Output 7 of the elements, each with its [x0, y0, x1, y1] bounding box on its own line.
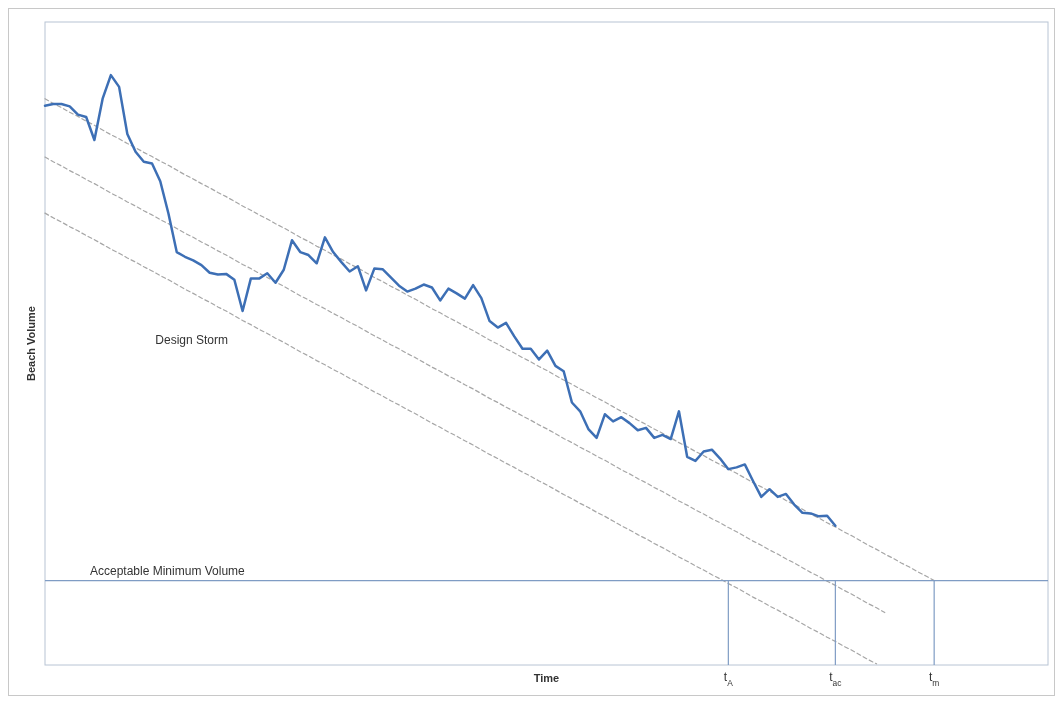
- x-tick-label: t$_{A}$: [723, 670, 734, 688]
- x-tick-label: t$_{ac}$: [829, 670, 842, 688]
- x-axis-title: Time: [533, 672, 560, 684]
- x-tick-label: t$_{m}$: [929, 670, 940, 688]
- annotation: Design Storm: [155, 332, 229, 347]
- ref-line-label: Acceptable Minimum Volume: [90, 563, 246, 578]
- y-axis-title: Beach Volume: [25, 306, 37, 381]
